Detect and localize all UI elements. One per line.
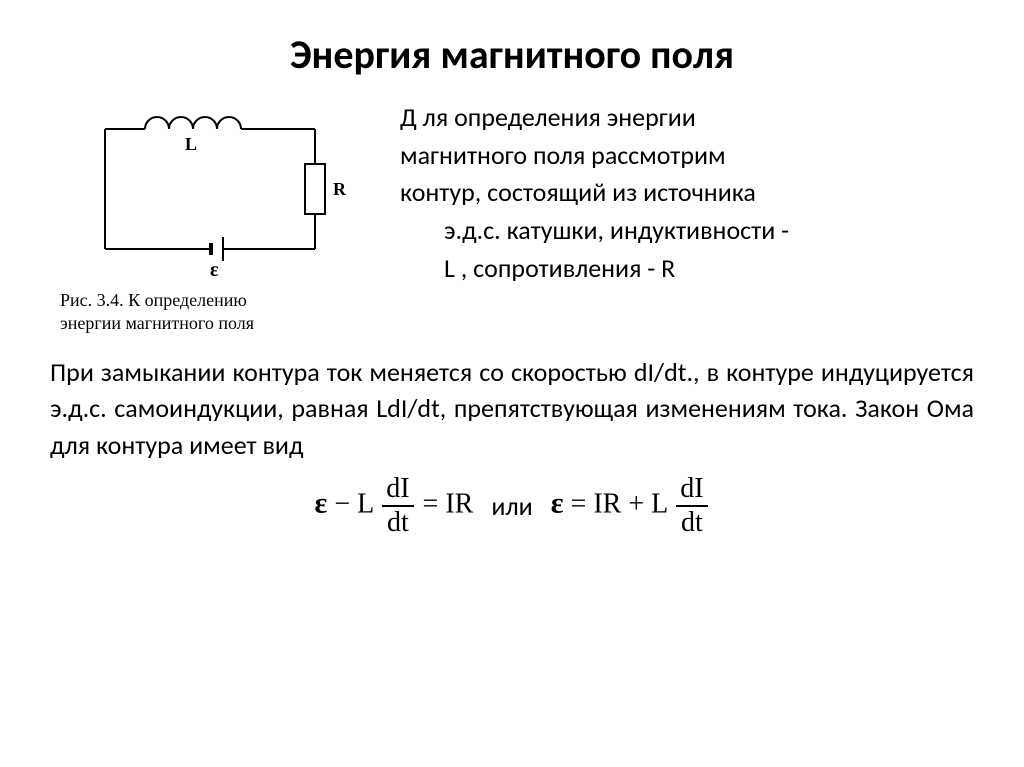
intro-line5: L , сопротивления - R (400, 250, 789, 288)
frac-2: dI dt (676, 475, 707, 537)
formula-right: ε = IR + L dI dt (551, 475, 710, 537)
IR-2: IR (593, 489, 621, 520)
formula-left: ε − L dI dt = IR (314, 475, 473, 537)
num-1: dI (382, 475, 413, 507)
IR-1: IR (445, 489, 473, 520)
eq-2: = (571, 489, 587, 520)
L-1: L (357, 489, 373, 520)
intro-line3: контур, состоящий из источника (400, 176, 756, 208)
intro-text: Д ля определения энергии магнитного поля… (400, 99, 789, 287)
or-word: или (491, 490, 532, 522)
den-1: dt (382, 507, 413, 537)
caption-line1: Рис. 3.4. К определению (60, 290, 247, 310)
label-eps: ε (210, 259, 219, 282)
frac-1: dI dt (382, 475, 413, 537)
L-2: L (651, 489, 667, 520)
intro-line4: э.д.с. катушки, индуктивности - (400, 212, 789, 250)
top-row: L R ε Рис. 3.4. К определению энергии ма… (50, 99, 974, 334)
circuit-diagram: L R ε (75, 99, 355, 279)
caption-line2: энергии магнитного поля (60, 313, 254, 333)
eps-symbol-2: ε (551, 487, 564, 520)
body-paragraph: При замыкании контура ток меняется со ск… (50, 354, 974, 463)
label-R: R (333, 179, 346, 200)
plus: + (628, 489, 644, 520)
diagram-caption: Рис. 3.4. К определению энергии магнитно… (60, 289, 380, 334)
minus: − (334, 489, 350, 520)
circuit-svg (75, 99, 355, 279)
label-L: L (185, 134, 197, 155)
num-2: dI (676, 475, 707, 507)
den-2: dt (676, 507, 707, 537)
diagram-area: L R ε Рис. 3.4. К определению энергии ма… (50, 99, 380, 334)
eps-symbol: ε (314, 487, 327, 520)
intro-line2: магнитного поля рассмотрим (400, 139, 726, 171)
page-title: Энергия магнитного поля (50, 30, 974, 79)
intro-line1: Д ля определения энергии (400, 101, 696, 133)
eq-1: = (423, 489, 439, 520)
formula-row: ε − L dI dt = IR или ε = IR + L dI dt (50, 475, 974, 537)
